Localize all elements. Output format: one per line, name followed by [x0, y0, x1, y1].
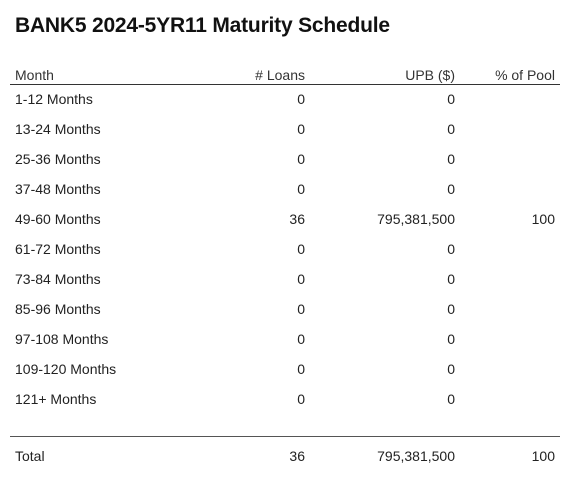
cell-upb: 0 — [447, 361, 455, 377]
total-label: Total — [15, 448, 45, 464]
cell-loans: 36 — [289, 211, 305, 227]
cell-upb: 0 — [447, 241, 455, 257]
cell-month: 97-108 Months — [15, 331, 109, 347]
cell-month: 49-60 Months — [15, 211, 101, 227]
cell-upb: 0 — [447, 121, 455, 137]
table-row: 49-60 Months 36 795,381,500 100 — [10, 205, 560, 235]
cell-loans: 0 — [297, 151, 305, 167]
total-row: Total 36 795,381,500 100 — [10, 437, 560, 467]
table-row: 25-36 Months 0 0 — [10, 145, 560, 175]
cell-pool: 100 — [531, 211, 555, 227]
cell-upb: 0 — [447, 151, 455, 167]
cell-month: 13-24 Months — [15, 121, 101, 137]
column-header-upb: UPB ($) — [405, 67, 455, 83]
page-title: BANK5 2024-5YR11 Maturity Schedule — [15, 14, 390, 37]
cell-upb: 0 — [447, 391, 455, 407]
total-upb: 795,381,500 — [377, 448, 455, 464]
cell-upb: 0 — [447, 181, 455, 197]
total-pool: 100 — [531, 448, 555, 464]
cell-month: 25-36 Months — [15, 151, 101, 167]
cell-upb: 0 — [447, 301, 455, 317]
cell-month: 1-12 Months — [15, 91, 93, 107]
cell-month: 73-84 Months — [15, 271, 101, 287]
table-header: Month # Loans UPB ($) % of Pool — [10, 64, 560, 85]
table-row: 73-84 Months 0 0 — [10, 265, 560, 295]
cell-loans: 0 — [297, 301, 305, 317]
table-row: 97-108 Months 0 0 — [10, 325, 560, 355]
cell-upb: 0 — [447, 91, 455, 107]
total-loans: 36 — [289, 448, 305, 464]
cell-loans: 0 — [297, 241, 305, 257]
cell-month: 109-120 Months — [15, 361, 117, 377]
column-header-pool: % of Pool — [495, 67, 555, 83]
table-row: 37-48 Months 0 0 — [10, 175, 560, 205]
maturity-schedule-table: Month # Loans UPB ($) % of Pool 1-12 Mon… — [10, 64, 560, 467]
table-row: 121+ Months 0 0 — [10, 385, 560, 415]
cell-month: 37-48 Months — [15, 181, 101, 197]
cell-loans: 0 — [297, 391, 305, 407]
table-row: 85-96 Months 0 0 — [10, 295, 560, 325]
table-row: 13-24 Months 0 0 — [10, 115, 560, 145]
table-row: 109-120 Months 0 0 — [10, 355, 560, 385]
table-body: 1-12 Months 0 0 13-24 Months 0 0 25-36 Months 0… — [10, 85, 560, 415]
table-row: 61-72 Months 0 0 — [10, 235, 560, 265]
cell-upb: 0 — [447, 271, 455, 287]
cell-loans: 0 — [297, 361, 305, 377]
total-divider — [10, 415, 560, 437]
cell-loans: 0 — [297, 271, 305, 287]
table-row: 1-12 Months 0 0 — [10, 85, 560, 115]
cell-month: 121+ Months — [15, 391, 97, 407]
cell-loans: 0 — [297, 331, 305, 347]
cell-loans: 0 — [297, 181, 305, 197]
cell-loans: 0 — [297, 91, 305, 107]
cell-upb: 795,381,500 — [377, 211, 455, 227]
cell-month: 85-96 Months — [15, 301, 101, 317]
cell-loans: 0 — [297, 121, 305, 137]
column-header-loans: # Loans — [255, 67, 305, 83]
column-header-month: Month — [15, 67, 54, 83]
cell-upb: 0 — [447, 331, 455, 347]
cell-month: 61-72 Months — [15, 241, 101, 257]
